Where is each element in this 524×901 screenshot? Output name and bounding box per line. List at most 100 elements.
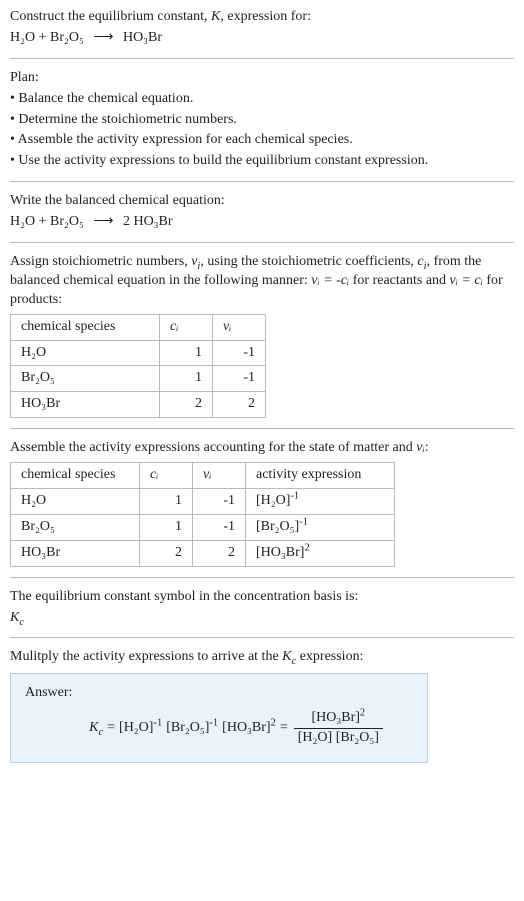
text: Assemble the activity expressions accoun… — [10, 440, 416, 455]
cell-nui: -1 — [193, 514, 246, 540]
eq-sign-2: = — [280, 719, 288, 738]
cell-species: Br₂O₅ — [11, 366, 160, 392]
exp: -1 — [209, 718, 218, 729]
intro-lhs: H₂O + Br₂O₅ — [10, 30, 84, 45]
exp: -1 — [290, 490, 299, 501]
cell-expr: [Br₂O₅]-1 — [246, 514, 395, 540]
plan-item-1: • Balance the chemical equation. — [10, 90, 514, 109]
col-ci: cᵢ — [160, 314, 213, 340]
col-nui: νᵢ — [193, 463, 246, 489]
term3: [HO₃Br]2 — [222, 719, 276, 738]
col-expr: activity expression — [246, 463, 395, 489]
base: [H₂O] — [256, 493, 290, 508]
text: Assign stoichiometric numbers, — [10, 254, 191, 269]
text: expression: — [296, 649, 363, 664]
col-ci: cᵢ — [140, 463, 193, 489]
K: K — [282, 649, 291, 664]
balanced-reaction: H₂O + Br₂O₅ ⟶ 2 HO₃Br — [10, 213, 514, 232]
nu-var: νi — [191, 254, 200, 269]
base: [Br₂O₅] — [256, 519, 299, 534]
balanced-rhs: 2 HO₃Br — [123, 214, 173, 229]
table-row: H₂O 1 -1 — [11, 340, 266, 366]
exp: 2 — [304, 542, 309, 553]
cell-nui: -1 — [213, 340, 266, 366]
ci-label: cᵢ — [170, 319, 178, 334]
intro-suffix: , expression for: — [220, 9, 311, 24]
stoich-text: Assign stoichiometric numbers, νi, using… — [10, 253, 514, 310]
exp: 2 — [271, 718, 276, 729]
Kc: Kc — [282, 649, 296, 664]
base: [HO₃Br] — [311, 710, 359, 725]
intro-rhs: HO₃Br — [123, 30, 162, 45]
col-nui: νᵢ — [213, 314, 266, 340]
plan-heading: Plan: — [10, 69, 514, 88]
ci-label: cᵢ — [150, 467, 158, 482]
table-row: HO₃Br 2 2 — [11, 392, 266, 418]
cell-species: Br₂O₅ — [11, 514, 140, 540]
stoich-table: chemical species cᵢ νᵢ H₂O 1 -1 Br₂O₅ 1 … — [10, 314, 266, 419]
base: [HO₃Br] — [222, 720, 270, 735]
frac-numerator: [HO₃Br]2 — [294, 709, 383, 728]
term2: [Br₂O₅]-1 — [166, 719, 218, 738]
table-header-row: chemical species cᵢ νᵢ — [11, 314, 266, 340]
activity-heading: Assemble the activity expressions accoun… — [10, 439, 514, 458]
cell-species: H₂O — [11, 489, 140, 515]
cell-ci: 2 — [160, 392, 213, 418]
multiply-line: Mulitply the activity expressions to arr… — [10, 648, 514, 667]
c-sub: c — [19, 616, 24, 627]
base: [H₂O] — [119, 720, 153, 735]
table-row: H₂O 1 -1 [H₂O]-1 — [11, 489, 395, 515]
intro-line1: Construct the equilibrium constant, K, e… — [10, 8, 514, 27]
intro-prefix: Construct the equilibrium constant, — [10, 9, 211, 24]
table-row: HO₃Br 2 2 [HO₃Br]2 — [11, 540, 395, 566]
nu-i: νᵢ — [416, 440, 424, 455]
cell-ci: 1 — [160, 366, 213, 392]
table-row: Br₂O₅ 1 -1 — [11, 366, 266, 392]
answer-label: Answer: — [25, 684, 413, 703]
cell-ci: 1 — [140, 514, 193, 540]
eq1: νᵢ = -cᵢ — [311, 273, 349, 288]
eq-sign: = — [107, 719, 115, 738]
cell-nui: -1 — [213, 366, 266, 392]
reaction-arrow: ⟶ — [93, 29, 113, 48]
divider — [10, 58, 514, 59]
cell-ci: 1 — [160, 340, 213, 366]
cell-species: HO₃Br — [11, 540, 140, 566]
c-var: ci — [417, 254, 426, 269]
cell-nui: -1 — [193, 489, 246, 515]
text: : — [425, 440, 429, 455]
c-sub: c — [98, 727, 103, 738]
divider — [10, 637, 514, 638]
cell-ci: 2 — [140, 540, 193, 566]
text: for reactants and — [349, 273, 449, 288]
table-row: Br₂O₅ 1 -1 [Br₂O₅]-1 — [11, 514, 395, 540]
exp: 2 — [360, 708, 365, 719]
activity-table: chemical species cᵢ νᵢ activity expressi… — [10, 462, 395, 567]
fraction: [HO₃Br]2 [H₂O] [Br₂O₅] — [294, 709, 383, 748]
cell-expr: [HO₃Br]2 — [246, 540, 395, 566]
symbol-line: The equilibrium constant symbol in the c… — [10, 588, 514, 607]
text: , using the stoichiometric coefficients, — [200, 254, 417, 269]
divider — [10, 428, 514, 429]
exp: -1 — [299, 516, 308, 527]
table-header-row: chemical species cᵢ νᵢ activity expressi… — [11, 463, 395, 489]
cell-nui: 2 — [193, 540, 246, 566]
col-species: chemical species — [11, 314, 160, 340]
answer-box: Answer: Kc = [H₂O]-1 [Br₂O₅]-1 [HO₃Br]2 … — [10, 673, 428, 763]
cell-ci: 1 — [140, 489, 193, 515]
symbol-kc: Kc — [10, 609, 514, 628]
base: [HO₃Br] — [256, 545, 304, 560]
plan-item-4: • Use the activity expressions to build … — [10, 152, 514, 171]
plan-item-3: • Assemble the activity expression for e… — [10, 131, 514, 150]
cell-expr: [H₂O]-1 — [246, 489, 395, 515]
col-species: chemical species — [11, 463, 140, 489]
term1: [H₂O]-1 — [119, 719, 162, 738]
intro-reaction: H₂O + Br₂O₅ ⟶ HO₃Br — [10, 29, 514, 48]
cell-species: H₂O — [11, 340, 160, 366]
divider — [10, 577, 514, 578]
divider — [10, 181, 514, 182]
exp: -1 — [153, 718, 162, 729]
nui-label: νᵢ — [223, 319, 231, 334]
K: K — [10, 610, 19, 625]
balanced-heading: Write the balanced chemical equation: — [10, 192, 514, 211]
